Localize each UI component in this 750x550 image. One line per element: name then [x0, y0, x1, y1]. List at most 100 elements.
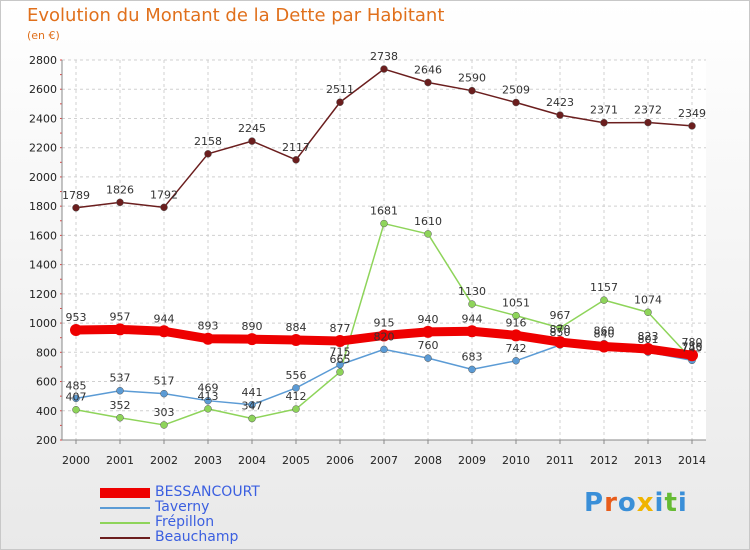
data-label-beauchamp: 2372: [634, 104, 662, 117]
y-tick-label: 2600: [29, 83, 57, 96]
data-point-frepillon: [424, 230, 432, 238]
data-point-beauchamp: [72, 204, 80, 212]
data-label-beauchamp: 1789: [62, 189, 90, 202]
legend-swatch-frepillon: [100, 522, 150, 524]
data-point-beauchamp: [380, 65, 388, 73]
data-label-taverny: 850: [550, 326, 571, 339]
data-point-bessancourt: [334, 335, 346, 348]
data-point-bessancourt: [246, 333, 258, 346]
data-point-taverny: [160, 389, 168, 398]
data-point-frepillon: [248, 414, 256, 423]
data-label-bessancourt: 840: [594, 327, 615, 340]
data-label-taverny: 760: [418, 339, 439, 352]
data-label-frepillon: 303: [154, 406, 175, 419]
data-point-beauchamp: [160, 203, 168, 212]
data-point-bessancourt: [70, 323, 82, 336]
data-label-frepillon: 1681: [370, 205, 398, 218]
data-point-beauchamp: [644, 118, 652, 127]
data-point-bessancourt: [598, 340, 610, 353]
data-label-bessancourt: 884: [286, 321, 307, 334]
x-tick-label: 2004: [238, 454, 266, 467]
data-point-bessancourt: [554, 336, 566, 349]
data-point-frepillon: [292, 405, 300, 413]
data-label-beauchamp: 1792: [150, 188, 178, 201]
data-point-beauchamp: [512, 98, 520, 107]
y-tick-label: 400: [36, 405, 57, 418]
data-point-frepillon: [644, 308, 652, 317]
data-label-bessancourt: 915: [374, 317, 395, 330]
data-point-beauchamp: [204, 150, 212, 158]
data-point-frepillon: [204, 405, 212, 413]
data-point-taverny: [468, 365, 476, 374]
data-label-bessancourt: 823: [638, 330, 659, 343]
series-layer: [70, 65, 698, 429]
data-label-taverny: 441: [242, 386, 263, 399]
data-label-taverny: 820: [374, 330, 395, 343]
legend-swatch-beauchamp: [100, 537, 150, 539]
data-point-bessancourt: [114, 323, 126, 336]
logo-letter: i: [677, 488, 688, 518]
y-tick-label: 1000: [29, 317, 57, 330]
data-point-frepillon: [600, 296, 608, 304]
data-point-bessancourt: [202, 332, 214, 345]
data-point-beauchamp: [468, 86, 476, 95]
y-tick-label: 1600: [29, 229, 57, 242]
data-point-frepillon: [160, 421, 168, 429]
data-point-taverny: [292, 384, 300, 392]
y-tick-label: 2200: [29, 142, 57, 155]
data-label-taverny: 517: [154, 375, 175, 388]
x-tick-label: 2014: [678, 454, 706, 467]
legend-label-bessancourt: BESSANCOURT: [155, 484, 260, 500]
chart-title: Evolution du Montant de la Dette par Hab…: [27, 5, 445, 26]
data-point-beauchamp: [600, 118, 608, 127]
x-tick-label: 2012: [590, 454, 618, 467]
data-label-bessancourt: 953: [66, 311, 87, 324]
x-tick-label: 2013: [634, 454, 662, 467]
data-label-frepillon: 1074: [634, 293, 662, 306]
data-label-bessancourt: 877: [330, 322, 351, 335]
data-point-frepillon: [72, 405, 80, 414]
y-tick-label: 600: [36, 376, 57, 389]
data-label-frepillon: 413: [198, 390, 219, 403]
data-label-frepillon: 665: [330, 353, 351, 366]
y-tick-label: 2400: [29, 112, 57, 125]
data-point-bessancourt: [290, 334, 302, 347]
data-label-taverny: 715: [330, 346, 351, 359]
data-label-taverny: 860: [594, 325, 615, 338]
data-point-beauchamp: [424, 78, 432, 87]
data-point-taverny: [336, 360, 344, 369]
axis-layer: 200 400 600 800 1000 1200 1400 1600 1800 2000 2200…: [29, 54, 706, 467]
data-label-taverny: 801: [638, 333, 659, 346]
data-label-taverny: 745: [682, 341, 703, 354]
data-label-frepillon: 407: [66, 391, 87, 404]
data-label-frepillon: 412: [286, 390, 307, 403]
x-tick-label: 2011: [546, 454, 574, 467]
y-tick-label: 1200: [29, 288, 57, 301]
legend-swatch-taverny: [100, 507, 150, 509]
data-point-bessancourt: [686, 349, 698, 362]
chart-subtitle: (en €): [27, 29, 60, 42]
y-tick-label: 2000: [29, 171, 57, 184]
x-tick-label: 2005: [282, 454, 310, 467]
data-point-beauchamp: [292, 156, 300, 164]
data-point-beauchamp: [336, 98, 344, 106]
data-label-bessancourt: 893: [198, 320, 219, 333]
plot-area: [62, 60, 706, 440]
data-label-beauchamp: 2371: [590, 104, 618, 117]
x-tick-label: 2001: [106, 454, 134, 467]
data-point-frepillon: [116, 414, 124, 422]
data-label-beauchamp: 2117: [282, 141, 310, 154]
x-tick-label: 2009: [458, 454, 486, 467]
data-label-taverny: 537: [110, 372, 131, 385]
y-tick-label: 2800: [29, 54, 57, 67]
data-label-frepillon: 750: [682, 341, 703, 354]
x-tick-label: 2007: [370, 454, 398, 467]
data-label-bessancourt: 957: [110, 310, 131, 323]
data-point-taverny: [72, 394, 80, 403]
data-point-taverny: [116, 386, 124, 395]
data-point-frepillon: [512, 311, 520, 320]
data-label-bessancourt: 940: [418, 313, 439, 326]
data-label-bessancourt: 916: [506, 316, 527, 329]
data-point-bessancourt: [158, 325, 170, 338]
